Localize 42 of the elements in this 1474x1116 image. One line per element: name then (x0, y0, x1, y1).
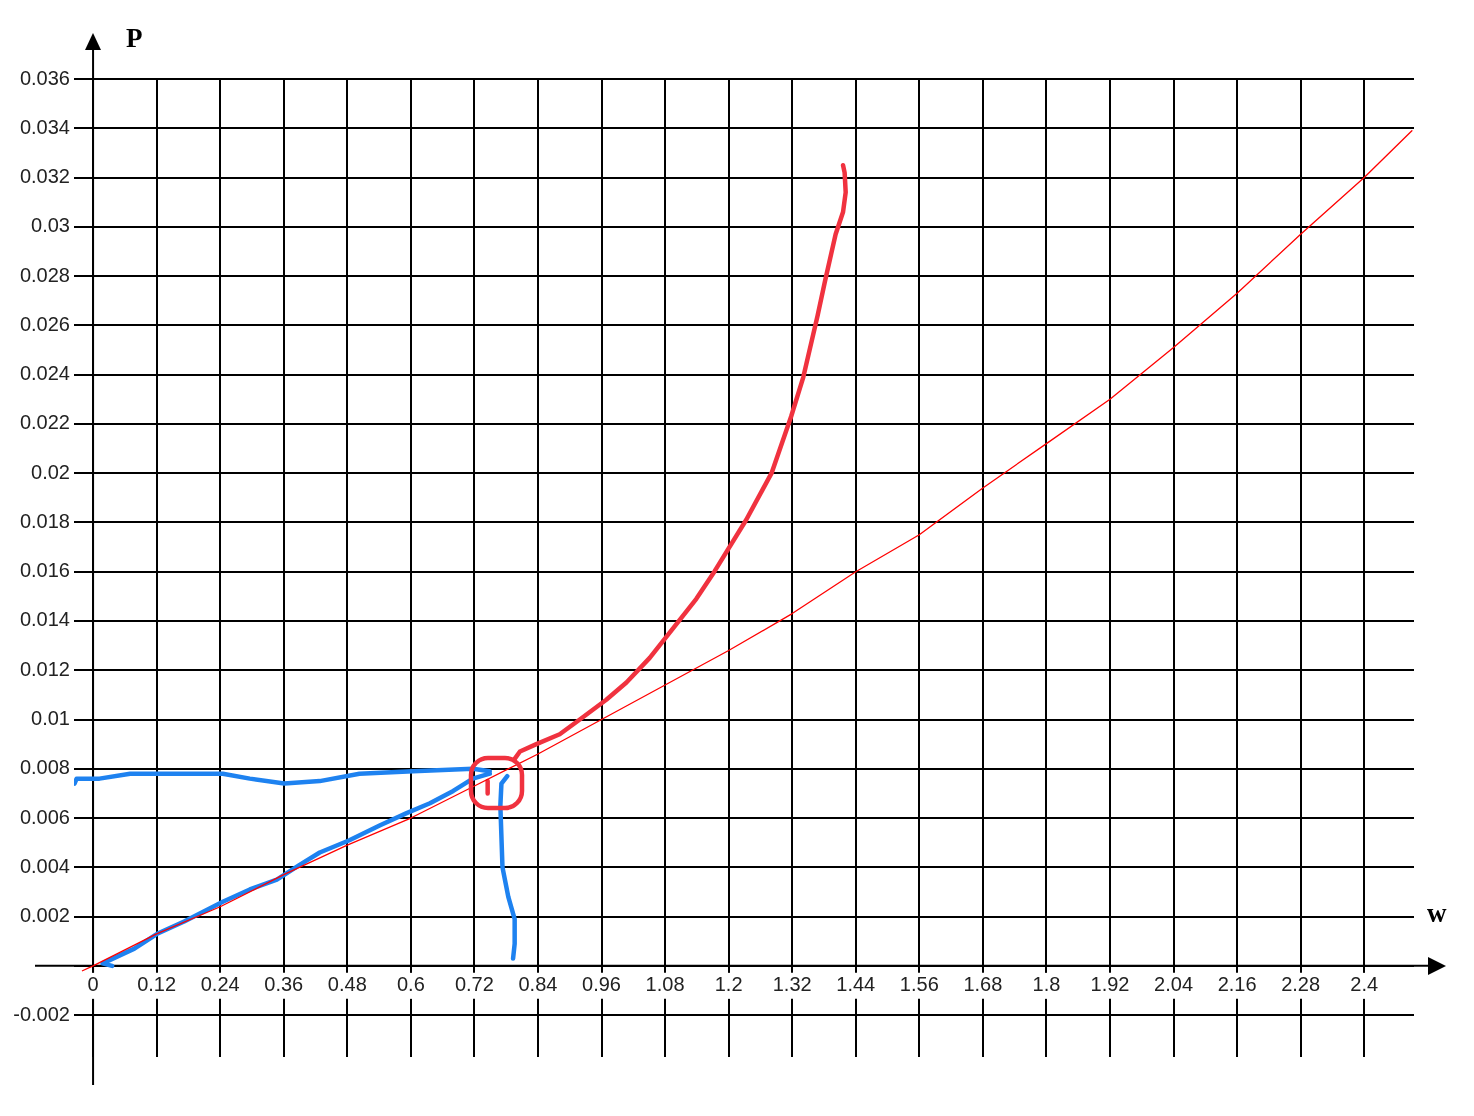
y-axis-title: P (126, 23, 143, 53)
x-tick-label: 1.2 (714, 973, 743, 996)
x-axis-title: w (1427, 897, 1447, 928)
y-tick-label: 0.022 (19, 411, 70, 434)
x-tick-label: 0.96 (582, 973, 621, 996)
x-tick-label: 1.92 (1090, 973, 1130, 996)
x-tick-label: 0.6 (396, 973, 425, 996)
y-tick-label: 0.01 (31, 707, 70, 730)
x-tick-label: 1.68 (963, 973, 1003, 996)
y-tick-label: 0.03 (31, 214, 70, 237)
y-tick-label: 0.004 (19, 854, 70, 877)
y-tick-label: 0.036 (19, 66, 70, 89)
y-tick-label: 0.006 (19, 805, 70, 828)
x-tick-label: 1.08 (645, 973, 685, 996)
y-tick-label: 0.026 (19, 312, 70, 335)
y-tick-label: 0.034 (19, 115, 70, 138)
x-tick-label: 1.44 (836, 973, 876, 996)
x-tick-label: 2.4 (1350, 973, 1379, 996)
x-tick-label: 0.24 (200, 973, 240, 996)
x-tick-label: 2.28 (1281, 973, 1321, 996)
x-tick-label: 1.8 (1032, 973, 1061, 996)
x-tick-label: 2.16 (1217, 973, 1257, 996)
y-tick-label: 0.002 (19, 904, 70, 927)
y-tick-label: 0.008 (19, 756, 70, 779)
y-tick-label: 0.018 (19, 509, 70, 532)
y-tick-label: 0.012 (19, 657, 70, 680)
y-tick-label: 0.014 (19, 608, 70, 631)
x-tick-label: 0.36 (264, 973, 304, 996)
x-tick-label: 0.72 (454, 973, 494, 996)
x-tick-label: 1.56 (899, 973, 939, 996)
x-tick-label: 0.12 (137, 973, 177, 996)
y-tick-label: -0.002 (13, 1002, 70, 1025)
y-tick-label: 0.02 (31, 460, 70, 483)
y-tick-label: 0.028 (19, 263, 70, 286)
x-tick-label: 0.84 (518, 973, 558, 996)
x-tick-label: 1.32 (772, 973, 812, 996)
x-tick-label: 0.48 (327, 973, 367, 996)
x-tick-label: 2.04 (1154, 973, 1194, 996)
y-tick-label: 0.016 (19, 559, 70, 582)
y-tick-label: 0.024 (19, 362, 70, 385)
y-tick-label: 0.032 (19, 165, 70, 188)
x-tick-label: 0 (87, 973, 99, 996)
